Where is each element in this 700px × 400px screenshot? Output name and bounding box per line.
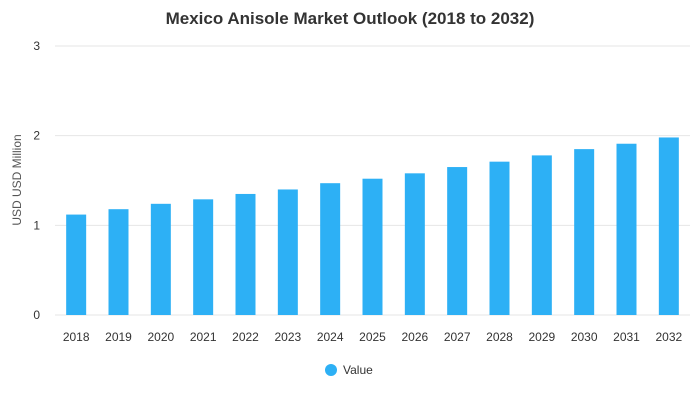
- x-tick-label: 2030: [571, 330, 598, 344]
- bar-2018[interactable]: [66, 214, 87, 315]
- x-tick-label: 2025: [359, 330, 386, 344]
- y-tick-label: 1: [33, 218, 40, 232]
- x-tick-label: 2027: [444, 330, 471, 344]
- bar-2019[interactable]: [108, 209, 129, 315]
- x-tick-label: 2028: [486, 330, 513, 344]
- y-tick-label: 0: [33, 308, 40, 322]
- bar-2024[interactable]: [320, 183, 341, 315]
- bar-2020[interactable]: [150, 203, 171, 315]
- legend[interactable]: Value: [325, 363, 373, 377]
- bar-2027[interactable]: [447, 167, 468, 315]
- legend-marker[interactable]: [325, 364, 337, 376]
- x-tick-label: 2021: [190, 330, 217, 344]
- x-tick-label: 2019: [105, 330, 132, 344]
- x-tick-label: 2026: [401, 330, 428, 344]
- bar-2022[interactable]: [235, 193, 256, 315]
- bar-2030[interactable]: [574, 149, 595, 315]
- bar-2032[interactable]: [658, 137, 679, 315]
- legend-label[interactable]: Value: [343, 363, 373, 377]
- x-tick-label: 2022: [232, 330, 259, 344]
- bar-2023[interactable]: [277, 189, 298, 315]
- y-axis-ticks: 0 1 2 3: [33, 39, 40, 322]
- x-tick-label: 2029: [528, 330, 555, 344]
- x-tick-label: 2032: [655, 330, 682, 344]
- bars: [66, 137, 679, 315]
- bar-2029[interactable]: [531, 155, 552, 315]
- x-tick-label: 2024: [317, 330, 344, 344]
- bar-2031[interactable]: [616, 143, 637, 315]
- bar-2025[interactable]: [362, 178, 383, 315]
- chart-title: Mexico Anisole Market Outlook (2018 to 2…: [166, 9, 535, 28]
- x-tick-label: 2031: [613, 330, 640, 344]
- bar-2028[interactable]: [489, 161, 510, 315]
- y-axis-label: USD USD Million: [10, 134, 24, 225]
- y-tick-label: 2: [33, 129, 40, 143]
- x-tick-label: 2020: [147, 330, 174, 344]
- x-tick-label: 2018: [63, 330, 90, 344]
- x-tick-label: 2023: [274, 330, 301, 344]
- bar-2026[interactable]: [404, 173, 425, 315]
- x-axis-ticks: 2018 2019 2020 2021 2022 2023 2024 2025 2026 2027…: [63, 330, 683, 344]
- bar-2021[interactable]: [193, 199, 214, 315]
- y-tick-label: 3: [33, 39, 40, 53]
